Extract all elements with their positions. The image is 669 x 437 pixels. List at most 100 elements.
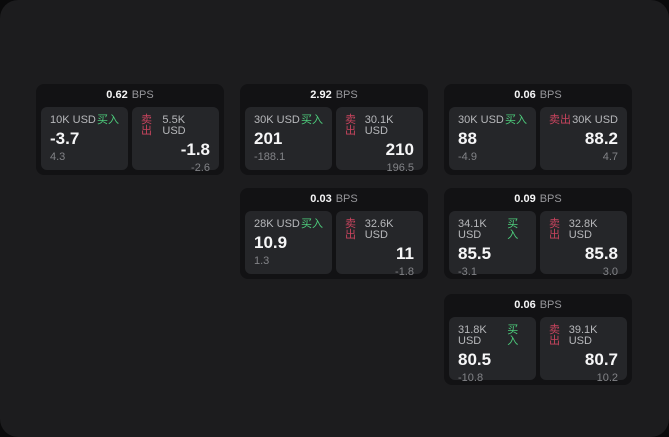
sell-side-label: 卖出 [345, 218, 356, 241]
bps-unit-label: BPS [335, 89, 358, 101]
quote-card: 2.92 BPS 30K USD 买入 201 -188.1 卖出 30.1K … [240, 84, 428, 175]
sell-size: 32.6K USD [364, 218, 394, 241]
sell-size: 5.5K USD [162, 114, 186, 137]
sell-tile-header: 卖出 39.1K USD [549, 325, 618, 347]
sell-tile[interactable]: 卖出 30.1K USD 210 196.5 [336, 107, 423, 174]
buy-side-label: 买入 [97, 114, 119, 126]
quote-tiles: 30K USD 买入 201 -188.1 卖出 30.1K USD 210 1… [240, 107, 428, 174]
buy-side-label: 买入 [505, 114, 527, 126]
quote-card: 0.62 BPS 10K USD 买入 -3.7 4.3 卖出 5.5K USD… [36, 84, 224, 175]
buy-price: 10.9 [254, 233, 288, 252]
quote-tiles: 30K USD 买入 88 -4.9 卖出 30K USD 88.2 4.7 [444, 107, 632, 170]
sell-tile[interactable]: 卖出 32.8K USD 85.8 3.0 [540, 211, 627, 278]
quote-card: 0.03 BPS 28K USD 买入 10.9 1.3 卖出 32.6K US… [240, 188, 428, 279]
sell-size: 39.1K USD [568, 324, 598, 347]
bps-unit-label: BPS [131, 89, 154, 101]
buy-tile[interactable]: 34.1K USD 买入 85.5 -3.1 [449, 211, 536, 278]
sell-tile-header: 卖出 32.6K USD [345, 219, 414, 241]
buy-tile-header: 10K USD 买入 [50, 115, 119, 126]
sell-change: 10.2 [596, 372, 618, 384]
quote-tiles: 34.1K USD 买入 85.5 -3.1 卖出 32.8K USD 85.8… [444, 211, 632, 278]
bps-header: 0.03 BPS [240, 188, 428, 211]
sell-size: 30.1K USD [364, 114, 394, 137]
sell-tile-header: 卖出 30K USD [549, 115, 618, 126]
buy-price: 80.5 [458, 350, 492, 369]
sell-tile[interactable]: 卖出 30K USD 88.2 4.7 [540, 107, 627, 170]
buy-price: 201 [254, 129, 283, 148]
buy-size: 10K USD [50, 114, 96, 126]
bps-unit-label: BPS [335, 193, 358, 205]
buy-tile[interactable]: 31.8K USD 买入 80.5 -10.8 [449, 317, 536, 384]
bps-value: 0.62 [106, 89, 128, 101]
sell-side-label: 卖出 [549, 114, 571, 126]
bps-header: 0.09 BPS [444, 188, 632, 211]
quote-tiles: 10K USD 买入 -3.7 4.3 卖出 5.5K USD -1.8 -2.… [36, 107, 224, 174]
buy-tile-header: 34.1K USD 买入 [458, 219, 527, 241]
sell-tile[interactable]: 卖出 5.5K USD -1.8 -2.6 [132, 107, 219, 174]
buy-size: 28K USD [254, 218, 300, 230]
bps-header: 0.06 BPS [444, 294, 632, 317]
bps-value: 0.03 [310, 193, 332, 205]
buy-price: 88 [458, 129, 477, 148]
buy-tile[interactable]: 10K USD 买入 -3.7 4.3 [41, 107, 128, 170]
sell-change: 196.5 [386, 162, 414, 174]
sell-tile[interactable]: 卖出 39.1K USD 80.7 10.2 [540, 317, 627, 384]
bps-unit-label: BPS [539, 193, 562, 205]
bps-header: 0.62 BPS [36, 84, 224, 107]
buy-change: 1.3 [254, 255, 270, 267]
sell-tile-header: 卖出 30.1K USD [345, 115, 414, 137]
bps-unit-label: BPS [539, 89, 562, 101]
sell-tile-header: 卖出 5.5K USD [141, 115, 210, 137]
sell-change: 3.0 [602, 266, 618, 278]
quote-tiles: 28K USD 买入 10.9 1.3 卖出 32.6K USD 11 -1.8 [240, 211, 428, 278]
sell-size: 30K USD [572, 114, 618, 126]
bps-value: 0.06 [514, 89, 536, 101]
quote-card: 0.06 BPS 31.8K USD 买入 80.5 -10.8 卖出 39.1… [444, 294, 632, 385]
bps-value: 0.06 [514, 299, 536, 311]
buy-change: -4.9 [458, 151, 477, 163]
buy-side-label: 买入 [301, 114, 323, 126]
quote-card: 0.06 BPS 30K USD 买入 88 -4.9 卖出 30K USD 8… [444, 84, 632, 175]
sell-price: 80.7 [584, 350, 618, 369]
buy-change: -188.1 [254, 151, 286, 163]
sell-size: 32.8K USD [568, 218, 598, 241]
sell-price: 11 [396, 244, 414, 263]
buy-size: 31.8K USD [458, 324, 487, 347]
buy-tile-header: 30K USD 买入 [254, 115, 323, 126]
sell-side-label: 卖出 [141, 114, 152, 137]
sell-tile[interactable]: 卖出 32.6K USD 11 -1.8 [336, 211, 423, 278]
buy-tile[interactable]: 30K USD 买入 88 -4.9 [449, 107, 536, 170]
bps-unit-label: BPS [539, 299, 562, 311]
buy-size: 34.1K USD [458, 218, 487, 241]
buy-side-label: 买入 [507, 218, 519, 241]
buy-tile[interactable]: 30K USD 买入 201 -188.1 [245, 107, 332, 170]
buy-tile[interactable]: 28K USD 买入 10.9 1.3 [245, 211, 332, 274]
buy-change: -3.1 [458, 266, 477, 278]
quote-tiles: 31.8K USD 买入 80.5 -10.8 卖出 39.1K USD 80.… [444, 317, 632, 384]
buy-change: 4.3 [50, 151, 66, 163]
sell-tile-header: 卖出 32.8K USD [549, 219, 618, 241]
bps-value: 2.92 [310, 89, 332, 101]
sell-side-label: 卖出 [549, 218, 560, 241]
sell-price: 88.2 [584, 129, 618, 148]
quote-card: 0.09 BPS 34.1K USD 买入 85.5 -3.1 卖出 32.8K… [444, 188, 632, 279]
buy-tile-header: 30K USD 买入 [458, 115, 527, 126]
buy-side-label: 买入 [301, 218, 323, 230]
sell-change: -1.8 [395, 266, 414, 278]
buy-side-label: 买入 [507, 324, 519, 347]
buy-size: 30K USD [254, 114, 300, 126]
buy-price: -3.7 [50, 129, 80, 148]
sell-change: -2.6 [191, 162, 210, 174]
bps-header: 2.92 BPS [240, 84, 428, 107]
buy-tile-header: 28K USD 买入 [254, 219, 323, 230]
buy-size: 30K USD [458, 114, 504, 126]
sell-change: 4.7 [602, 151, 618, 163]
buy-change: -10.8 [458, 372, 484, 384]
bps-header: 0.06 BPS [444, 84, 632, 107]
sell-price: 85.8 [584, 244, 618, 263]
buy-tile-header: 31.8K USD 买入 [458, 325, 527, 347]
sell-price: -1.8 [180, 140, 210, 159]
sell-side-label: 卖出 [549, 324, 560, 347]
buy-price: 85.5 [458, 244, 492, 263]
